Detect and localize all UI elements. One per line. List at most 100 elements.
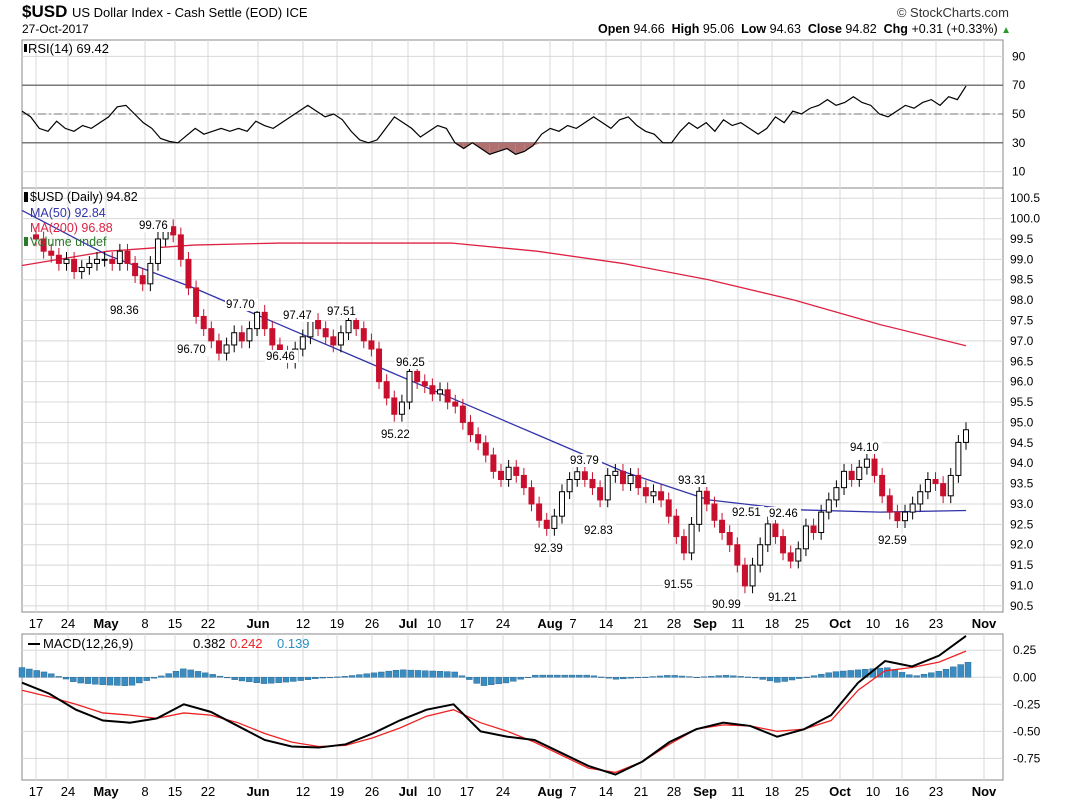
candle-body [345, 320, 352, 334]
macd-histogram-bar [950, 666, 957, 678]
xaxis-tick-label: Sep [693, 616, 717, 631]
price-ytick-label: 91.5 [1010, 558, 1034, 572]
macd-histogram-bar [590, 675, 598, 678]
candle-body [322, 328, 329, 338]
candle-body [947, 474, 954, 497]
macd-histogram-bar [143, 677, 150, 681]
price-annotation: 98.36 [110, 305, 139, 317]
candle-body [665, 499, 672, 517]
macd-ytick-label: 0.25 [1013, 643, 1037, 657]
candle-body [185, 258, 192, 289]
up-arrow-icon: ▲ [1001, 25, 1011, 36]
macd-histogram-bar [326, 677, 334, 679]
xaxis-tick-label: Jul [399, 616, 418, 631]
candle-body [315, 320, 322, 330]
price-legend-item: MA(200) 96.88 [30, 221, 113, 235]
macd-histogram-bar [627, 677, 634, 679]
candle-body [78, 267, 85, 273]
macd-histogram-bar [429, 670, 436, 678]
candle-body [924, 479, 931, 493]
price-annotation: 93.79 [570, 455, 599, 467]
macd-ytick-label: -0.50 [1013, 724, 1041, 738]
macd-histogram-bar [392, 670, 400, 678]
candle-body [330, 336, 337, 346]
rsi-legend: RSI(14) 69.42 [28, 41, 109, 56]
price-annotation-bg [265, 350, 298, 363]
rsi-ytick-label: 90 [1012, 49, 1026, 63]
price-annotation-bg [380, 428, 413, 441]
price-annotation: 90.99 [712, 599, 741, 611]
xaxis-tick-label: 15 [168, 784, 182, 799]
macd-histogram-bar [150, 677, 158, 679]
xaxis-tick-label: 18 [765, 616, 779, 631]
macd-histogram-bar [583, 674, 590, 678]
macd-histogram-bar [840, 670, 847, 678]
candle-body [795, 548, 802, 562]
price-annotation-bg [663, 578, 696, 591]
candle-body [193, 287, 200, 317]
candle-body [376, 348, 383, 383]
candle-body [109, 258, 116, 264]
price-legend-item: MA(50) 92.84 [30, 206, 106, 220]
candle-body [863, 458, 870, 468]
price-annotation: 94.10 [850, 442, 879, 454]
macd-histogram-bar [385, 670, 392, 678]
candle-body [437, 389, 444, 395]
macd-histogram-bar [62, 677, 70, 680]
macd-histogram-bar [935, 671, 942, 678]
macd-histogram-bar [502, 677, 510, 684]
macd-histogram-bar [612, 677, 620, 680]
candle-body [498, 470, 504, 481]
macd-histogram-bar [810, 675, 818, 678]
price-ytick-label: 95.5 [1010, 395, 1034, 409]
candle-body [528, 487, 535, 505]
xaxis-tick-label: 17 [460, 616, 474, 631]
price-ytick-label: 93.5 [1010, 477, 1034, 491]
xaxis-tick-label: 7 [569, 784, 576, 799]
candle-body [818, 511, 825, 533]
xaxis-tick-label: 28 [667, 616, 681, 631]
macd-histogram-bar [854, 669, 862, 678]
macd-histogram-bar [832, 671, 840, 678]
xaxis-tick-label: Aug [537, 784, 562, 799]
macd-histogram-bar [304, 677, 312, 680]
macd-histogram-bar [334, 676, 341, 678]
macd-histogram-bar [759, 677, 766, 680]
macd-histogram-bar [209, 674, 216, 678]
candle-body [894, 511, 901, 522]
price-annotation-bg [138, 219, 171, 232]
macd-histogram-bar [370, 672, 378, 678]
candle-body [490, 454, 497, 472]
candle-body [55, 254, 62, 264]
xaxis-tick-label: Jun [246, 616, 269, 631]
price-ytick-label: 100.5 [1010, 191, 1040, 205]
macd-histogram-bar [737, 676, 744, 678]
rsi-oversold-fill [515, 142, 525, 155]
macd-histogram-bar [656, 675, 664, 678]
price-annotation: 96.25 [396, 357, 425, 369]
candle-body [673, 515, 680, 538]
macd-histogram-bar [715, 675, 722, 678]
macd-histogram-bar [341, 676, 348, 678]
xaxis-tick-label: 24 [61, 616, 75, 631]
price-annotation: 95.22 [381, 429, 410, 441]
candle-body [353, 320, 360, 330]
macd-histogram-bar [796, 677, 803, 679]
price-ytick-label: 95.0 [1010, 415, 1034, 429]
macd-histogram-bar [671, 675, 678, 678]
macd-histogram-bar [561, 674, 568, 678]
candle-body [467, 421, 474, 436]
price-annotation: 96.46 [266, 351, 295, 363]
candle-body [650, 491, 657, 497]
macd-histogram-bar [598, 676, 605, 678]
price-annotation: 96.70 [177, 344, 206, 356]
candle-body [856, 466, 863, 480]
candle-body [269, 328, 276, 346]
xaxis-tick-label: Sep [693, 784, 717, 799]
macd-histogram-bar [495, 677, 502, 685]
macd-histogram-bar [466, 677, 473, 680]
price-ytick-label: 96.0 [1010, 375, 1034, 389]
xaxis-tick-label: 28 [667, 784, 681, 799]
macd-histogram-bar [180, 668, 187, 678]
